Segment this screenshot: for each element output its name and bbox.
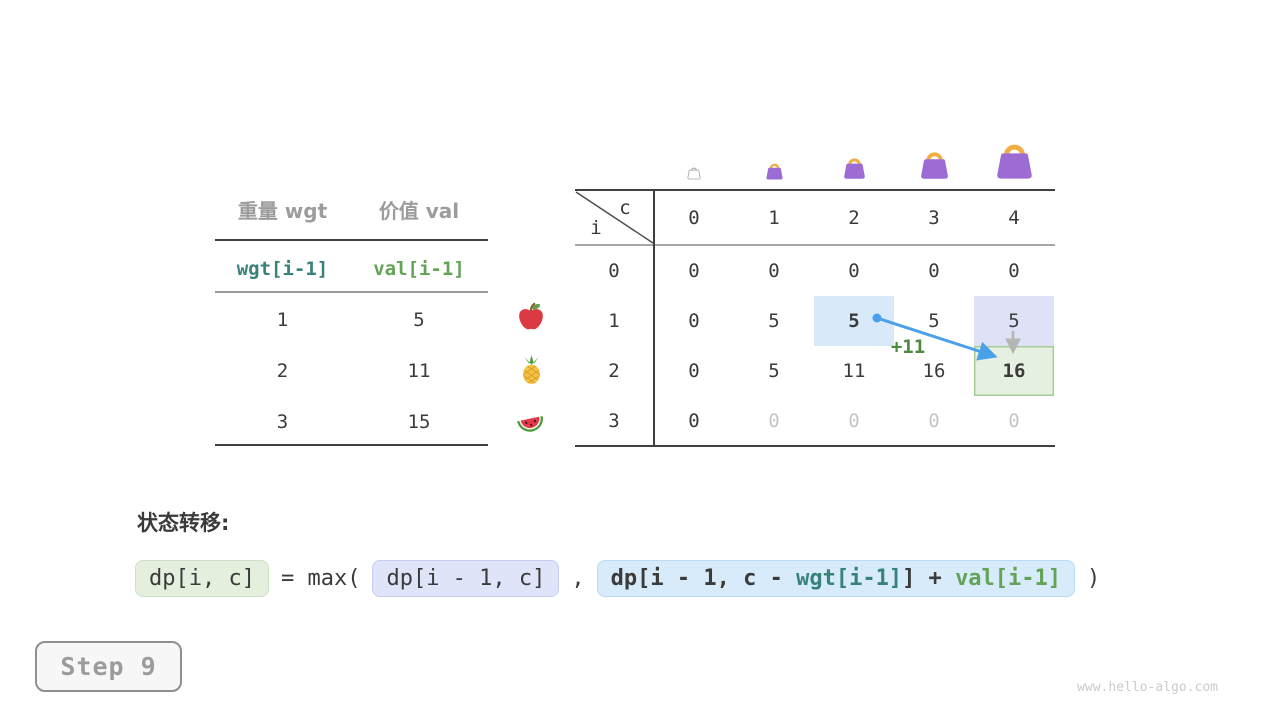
formula-option-keep: dp[i - 1, c] — [372, 560, 560, 597]
item-row-weight: 1 — [276, 309, 289, 331]
item-table-header-weight: 重量 wgt — [237, 199, 328, 223]
formula-take-plus: + — [915, 566, 956, 591]
dp-corner-col-label: c — [619, 197, 631, 219]
dp-cell: 0 — [1008, 260, 1020, 282]
bag-icon-xlarge — [992, 139, 1037, 184]
dp-col-headers: 0 1 2 3 4 — [654, 192, 1054, 244]
dp-row-header: 1 — [608, 310, 620, 332]
item-table-rule-bottom — [215, 444, 488, 446]
dp-row-header: 0 — [608, 260, 620, 282]
dp-cell: 0 — [688, 310, 700, 332]
dp-col-header: 1 — [768, 207, 780, 229]
dp-cell: 0 — [688, 360, 700, 382]
dp-cell-pending: 0 — [848, 410, 860, 432]
formula-lhs: dp[i, c] — [135, 560, 269, 597]
item-table-val-index: val[i-1] — [373, 258, 465, 280]
item-row-weight: 3 — [276, 411, 289, 433]
item-row-value: 5 — [413, 309, 425, 331]
dp-cell-source-highlight: 5 — [814, 296, 894, 346]
dp-table-vline — [653, 189, 655, 447]
watermelon-icon — [515, 406, 546, 441]
dp-cell-above-highlight: 5 — [974, 296, 1054, 346]
formula-option-take: dp[i - 1, c - wgt[i-1]] + val[i-1] — [596, 560, 1076, 597]
dp-cell: 11 — [842, 360, 866, 382]
dp-cell: 5 — [768, 310, 780, 332]
watermark: www.hello-algo.com — [1077, 680, 1218, 695]
dp-cell-pending: 0 — [768, 410, 780, 432]
formula-take-val: val[i-1] — [955, 566, 1062, 591]
bag-icon-large — [917, 148, 952, 184]
dp-col-header: 0 — [688, 207, 700, 229]
state-transition-formula: dp[i, c] = max( dp[i - 1, c] , dp[i - 1,… — [135, 560, 1100, 597]
dp-cell-current-highlight: 16 — [974, 346, 1054, 396]
step-badge: Step 9 — [35, 641, 182, 692]
dp-cell: 0 — [688, 260, 700, 282]
ghost-bag-icon — [686, 165, 702, 184]
item-table-rule-top — [215, 239, 488, 241]
formula-close-paren: ) — [1087, 566, 1101, 591]
item-row-weight: 2 — [276, 360, 289, 382]
formula-take-pre: dp[i - 1, c - — [610, 566, 797, 591]
dp-table-body: 0 0 0 0 0 0 5 5 5 5 0 5 11 16 16 0 0 0 0… — [654, 246, 1054, 446]
add-value-label: +11 — [890, 336, 926, 358]
dp-cell: 16 — [922, 360, 946, 382]
dp-cell-pending: 0 — [928, 410, 940, 432]
pineapple-icon — [516, 354, 547, 389]
dp-row-headers: 0 1 2 3 — [575, 246, 653, 446]
dp-col-header: 3 — [928, 207, 940, 229]
dp-col-header: 2 — [848, 207, 860, 229]
item-table-header-value: 价值 val — [378, 199, 460, 223]
apple-icon — [516, 302, 546, 336]
dp-corner-row-label: i — [590, 217, 602, 239]
state-transition-heading: 状态转移: — [137, 511, 230, 535]
dp-table-rule-bottom — [575, 445, 1055, 447]
capacity-bags-row — [654, 136, 1054, 184]
dp-col-header: 4 — [1008, 207, 1020, 229]
dp-cell: 0 — [688, 410, 700, 432]
dp-corner-diagonal — [575, 191, 654, 244]
dp-cell: 0 — [768, 260, 780, 282]
dp-cell: 5 — [768, 360, 780, 382]
item-table-wgt-index: wgt[i-1] — [236, 258, 329, 280]
dp-table-rule-header — [575, 244, 1055, 246]
dp-row-header: 3 — [608, 410, 620, 432]
dp-cell-pending: 0 — [1008, 410, 1020, 432]
bag-icon-small — [764, 161, 785, 184]
dp-table-rule-top — [575, 189, 1055, 191]
bag-icon-medium — [841, 155, 868, 184]
item-row-value: 11 — [407, 360, 431, 382]
dp-row-header: 2 — [608, 360, 620, 382]
item-table-rule-mid — [215, 291, 488, 293]
formula-take-wgt: wgt[i-1] — [796, 566, 903, 591]
formula-comma: , — [571, 566, 585, 591]
dp-cell: 0 — [928, 260, 940, 282]
formula-take-bracket: ] — [902, 566, 916, 591]
item-row-value: 15 — [407, 411, 431, 433]
formula-eq-max: = max( — [280, 566, 361, 591]
dp-cell: 0 — [848, 260, 860, 282]
